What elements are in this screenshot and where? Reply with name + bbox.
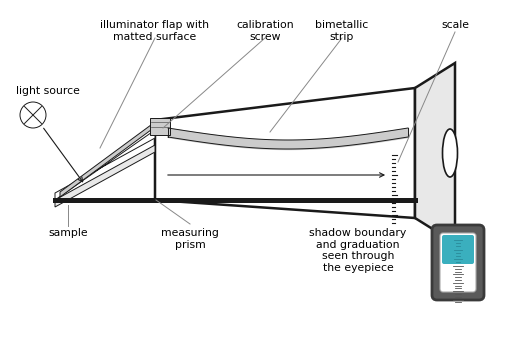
FancyBboxPatch shape — [442, 235, 474, 264]
Text: light source: light source — [16, 86, 80, 96]
Text: calibration
screw: calibration screw — [236, 20, 294, 41]
Text: scale: scale — [441, 20, 469, 30]
Text: sample: sample — [48, 228, 88, 238]
Polygon shape — [60, 122, 155, 197]
Text: illuminator flap with
matted surface: illuminator flap with matted surface — [100, 20, 210, 41]
Text: shadow boundary
and graduation
seen through
the eyepiece: shadow boundary and graduation seen thro… — [309, 228, 407, 273]
Text: bimetallic
strip: bimetallic strip — [315, 20, 369, 41]
FancyBboxPatch shape — [432, 225, 484, 300]
FancyBboxPatch shape — [440, 233, 476, 292]
Ellipse shape — [443, 129, 458, 177]
Polygon shape — [150, 118, 170, 135]
Polygon shape — [55, 130, 155, 200]
Polygon shape — [55, 145, 155, 207]
Circle shape — [20, 102, 46, 128]
Polygon shape — [155, 88, 415, 218]
Text: measuring
prism: measuring prism — [161, 228, 219, 250]
Polygon shape — [415, 63, 455, 243]
